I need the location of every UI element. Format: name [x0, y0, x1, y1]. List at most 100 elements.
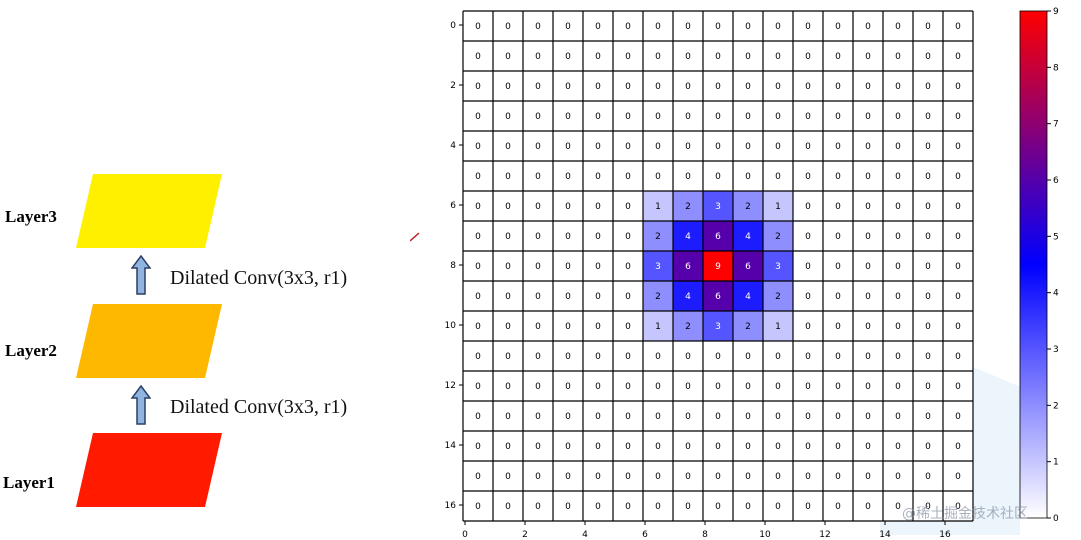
- heatmap-cell-value: 0: [475, 22, 481, 32]
- heatmap-cell: [493, 371, 523, 401]
- heatmap-cell: [643, 101, 673, 131]
- heatmap-cell: [703, 131, 733, 161]
- heatmap-cell-value: 2: [745, 322, 751, 332]
- heatmap-cell-value: 0: [595, 232, 601, 242]
- heatmap-cell-value: 0: [715, 442, 721, 452]
- heatmap-cell: [913, 11, 943, 41]
- heatmap-cell-value: 0: [535, 82, 541, 92]
- heatmap-cell: [643, 131, 673, 161]
- heatmap-cell-value: 0: [475, 232, 481, 242]
- colorbar-tick-label: 9: [1053, 7, 1059, 17]
- heatmap-cell-value: 0: [505, 232, 511, 242]
- heatmap-cell: [763, 71, 793, 101]
- colorbar-tick-label: 4: [1053, 289, 1059, 299]
- heatmap-cell-value: 0: [955, 382, 961, 392]
- heatmap-cell: [733, 311, 763, 341]
- heatmap-cell-value: 0: [955, 472, 961, 482]
- heatmap-cell: [463, 41, 493, 71]
- heatmap-cell: [793, 431, 823, 461]
- heatmap-cell-value: 0: [475, 112, 481, 122]
- heatmap-cell: [523, 191, 553, 221]
- heatmap-cell: [643, 341, 673, 371]
- heatmap-cell: [853, 221, 883, 251]
- heatmap-cell: [763, 41, 793, 71]
- heatmap-cell: [673, 191, 703, 221]
- layer2-shape: [76, 304, 222, 378]
- heatmap-cell: [673, 341, 703, 371]
- heatmap-cell-value: 0: [895, 52, 901, 62]
- heatmap-cell-value: 0: [775, 22, 781, 32]
- heatmap-cell: [523, 221, 553, 251]
- heatmap-cell-value: 0: [535, 202, 541, 212]
- heatmap-cell-value: 0: [475, 322, 481, 332]
- heatmap-cell: [523, 491, 553, 521]
- heatmap-cell-value: 1: [775, 322, 781, 332]
- heatmap-cell-value: 0: [655, 82, 661, 92]
- heatmap-cell: [883, 131, 913, 161]
- heatmap-cell: [553, 11, 583, 41]
- colorbar-tick-label: 5: [1053, 232, 1059, 242]
- heatmap-cell: [463, 311, 493, 341]
- heatmap-cell-value: 0: [865, 52, 871, 62]
- heatmap-cell: [583, 431, 613, 461]
- heatmap-cell: [493, 221, 523, 251]
- heatmap-cell-value: 0: [535, 352, 541, 362]
- heatmap-cell: [553, 251, 583, 281]
- heatmap-cell: [613, 281, 643, 311]
- heatmap-cell-value: 0: [745, 412, 751, 422]
- heatmap-cell-value: 0: [895, 412, 901, 422]
- heatmap-cell: [463, 161, 493, 191]
- heatmap-cell: [613, 401, 643, 431]
- heatmap-cell: [493, 131, 523, 161]
- colorbar-tick-label: 2: [1053, 401, 1059, 411]
- heatmap-cell: [943, 101, 973, 131]
- heatmap-cell-value: 0: [895, 382, 901, 392]
- heatmap-cell-value: 0: [865, 352, 871, 362]
- heatmap-cell-value: 0: [805, 352, 811, 362]
- heatmap-cell-value: 0: [745, 352, 751, 362]
- heatmap-cell-value: 0: [715, 142, 721, 152]
- heatmap-cell-value: 0: [745, 472, 751, 482]
- heatmap-cell-value: 3: [715, 202, 721, 212]
- heatmap-cell: [823, 101, 853, 131]
- heatmap-cell: [793, 281, 823, 311]
- heatmap-cell: [943, 41, 973, 71]
- x-tick-label: 4: [582, 530, 588, 540]
- heatmap-cell: [733, 341, 763, 371]
- heatmap-cell: [763, 221, 793, 251]
- heatmap-cell-value: 0: [535, 502, 541, 512]
- heatmap-cell-value: 0: [895, 142, 901, 152]
- heatmap-cell: [823, 311, 853, 341]
- heatmap-cell-value: 0: [925, 322, 931, 332]
- heatmap-cell: [853, 431, 883, 461]
- heatmap-cell: [853, 491, 883, 521]
- heatmap-cell: [823, 371, 853, 401]
- heatmap-cell: [553, 41, 583, 71]
- heatmap-cell: [943, 131, 973, 161]
- heatmap-cell-value: 0: [685, 412, 691, 422]
- x-tick-label: 10: [759, 530, 771, 540]
- heatmap-cell: [463, 491, 493, 521]
- heatmap-cell-value: 0: [955, 82, 961, 92]
- heatmap-cell: [763, 371, 793, 401]
- heatmap-cell-value: 0: [595, 442, 601, 452]
- heatmap-cell-value: 0: [505, 262, 511, 272]
- heatmap-cell-value: 0: [475, 502, 481, 512]
- heatmap-cell: [493, 161, 523, 191]
- heatmap-cell-value: 0: [925, 202, 931, 212]
- heatmap-cell-value: 0: [805, 22, 811, 32]
- heatmap-cell-value: 0: [895, 352, 901, 362]
- heatmap-cell: [553, 71, 583, 101]
- heatmap-cell: [493, 431, 523, 461]
- heatmap-cell: [643, 311, 673, 341]
- heatmap-cell: [883, 41, 913, 71]
- heatmap-cell: [613, 461, 643, 491]
- heatmap-cell: [703, 11, 733, 41]
- heatmap-cell: [493, 341, 523, 371]
- heatmap-cell-value: 4: [685, 232, 691, 242]
- heatmap-cell-value: 0: [595, 352, 601, 362]
- heatmap-cell-value: 0: [595, 322, 601, 332]
- heatmap-cell: [913, 311, 943, 341]
- heatmap-cell: [583, 11, 613, 41]
- heatmap-cell: [703, 161, 733, 191]
